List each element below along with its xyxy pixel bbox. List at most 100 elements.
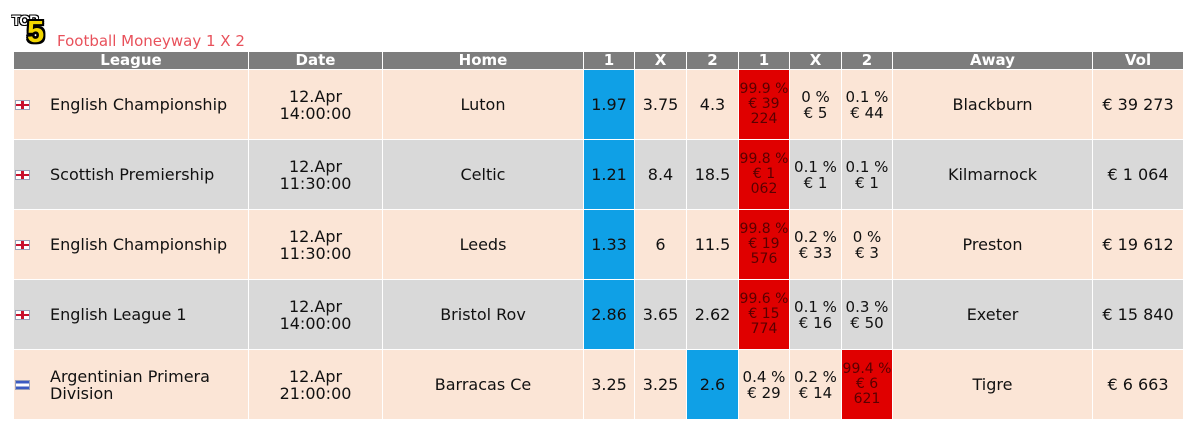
volume: € 1 064 — [1092, 139, 1184, 210]
away-team[interactable]: Tigre — [892, 349, 1093, 420]
share-amount: € 1 062 — [750, 166, 778, 197]
share-2: 0.1 % € 44 — [841, 69, 893, 140]
header-odds-2[interactable]: 2 — [686, 51, 739, 70]
home-team[interactable]: Celtic — [382, 139, 584, 210]
share-2: 99.4 % € 6 621 — [841, 349, 893, 420]
league-name: Argentinian Primera Division — [50, 366, 210, 403]
league-cell: Argentinian Primera Division — [13, 349, 249, 420]
home-team[interactable]: Luton — [382, 69, 584, 140]
share-percent: 0.1 % — [794, 157, 837, 176]
header-league[interactable]: League — [13, 51, 249, 70]
share-1: 99.8 % € 19 576 — [738, 209, 790, 280]
away-team[interactable]: Exeter — [892, 279, 1093, 350]
date-cell: 12.Apr 14:00:00 — [248, 279, 383, 350]
match-day: 12.Apr — [288, 226, 343, 246]
share-1: 0.4 % € 29 — [738, 349, 790, 420]
share-x: 0 % € 5 — [789, 69, 842, 140]
league-cell: English Championship — [13, 209, 249, 280]
match-day: 12.Apr — [288, 366, 343, 386]
share-amount: € 19 576 — [748, 236, 780, 267]
date-cell: 12.Apr 11:30:00 — [248, 209, 383, 280]
share-percent: 0.3 % — [845, 297, 889, 316]
match-time: 21:00:00 — [279, 383, 352, 403]
header-odds-1[interactable]: 1 — [583, 51, 635, 70]
odds-2[interactable]: 2.6 — [686, 349, 739, 420]
odds-1[interactable]: 1.21 — [583, 139, 635, 210]
argentina-flag-icon — [15, 379, 30, 390]
share-amount: € 39 224 — [748, 96, 780, 127]
volume: € 39 273 — [1092, 69, 1184, 140]
share-x: 0.1 % € 1 — [789, 139, 842, 210]
scotland-flag-icon — [15, 169, 30, 180]
league-cell: Scottish Premiership — [13, 139, 249, 210]
odds-2[interactable]: 2.62 — [686, 279, 739, 350]
date-cell: 12.Apr 21:00:00 — [248, 349, 383, 420]
table-row[interactable]: Scottish Premiership 12.Apr 11:30:00 Cel… — [13, 139, 1184, 210]
match-time: 14:00:00 — [279, 103, 352, 123]
table-row[interactable]: English Championship 12.Apr 14:00:00 Lut… — [13, 69, 1184, 140]
odds-1[interactable]: 1.97 — [583, 69, 635, 140]
volume: € 6 663 — [1092, 349, 1184, 420]
table-row[interactable]: English Championship 12.Apr 11:30:00 Lee… — [13, 209, 1184, 280]
volume: € 19 612 — [1092, 209, 1184, 280]
share-amount: € 14 — [798, 383, 833, 402]
share-percent: 0.1 % — [845, 157, 889, 176]
header-vol[interactable]: Vol — [1092, 51, 1184, 70]
league-name: English Championship — [50, 95, 228, 114]
match-time: 11:30:00 — [279, 243, 352, 263]
date-cell: 12.Apr 14:00:00 — [248, 69, 383, 140]
england-flag-icon — [15, 239, 30, 250]
header-share-x[interactable]: X — [789, 51, 842, 70]
match-time: 14:00:00 — [279, 313, 352, 333]
away-team[interactable]: Preston — [892, 209, 1093, 280]
share-amount: € 29 — [747, 383, 781, 402]
share-amount: € 1 — [803, 173, 828, 192]
share-percent: 99.4 % — [842, 361, 892, 377]
odds-x[interactable]: 3.75 — [634, 69, 687, 140]
share-amount: € 50 — [850, 313, 884, 332]
share-amount: € 6 621 — [853, 376, 881, 407]
table-row[interactable]: Argentinian Primera Division 12.Apr 21:0… — [13, 349, 1184, 420]
logo-number: 5 — [27, 14, 45, 49]
header-date[interactable]: Date — [248, 51, 383, 70]
share-percent: 0 % — [801, 87, 830, 106]
header-away[interactable]: Away — [892, 51, 1093, 70]
share-percent: 0.2 % — [794, 227, 837, 246]
odds-x[interactable]: 3.25 — [634, 349, 687, 420]
home-team[interactable]: Bristol Rov — [382, 279, 584, 350]
header-share-2[interactable]: 2 — [841, 51, 893, 70]
odds-x[interactable]: 3.65 — [634, 279, 687, 350]
share-percent: 0.2 % — [794, 367, 837, 386]
share-percent: 99.8 % — [739, 151, 789, 167]
away-team[interactable]: Kilmarnock — [892, 139, 1093, 210]
share-amount: € 44 — [850, 103, 884, 122]
odds-x[interactable]: 8.4 — [634, 139, 687, 210]
header-home[interactable]: Home — [382, 51, 584, 70]
home-team[interactable]: Barracas Ce — [382, 349, 584, 420]
odds-x[interactable]: 6 — [634, 209, 687, 280]
header-odds-x[interactable]: X — [634, 51, 687, 70]
share-percent: 0 % — [852, 227, 882, 246]
share-1: 99.8 % € 1 062 — [738, 139, 790, 210]
share-percent: 99.9 % — [739, 81, 789, 97]
odds-1[interactable]: 3.25 — [583, 349, 635, 420]
away-team[interactable]: Blackburn — [892, 69, 1093, 140]
england-flag-icon — [15, 309, 30, 320]
home-team[interactable]: Leeds — [382, 209, 584, 280]
league-name: Scottish Premiership — [50, 165, 215, 184]
top5-logo[interactable]: TOP 5 — [12, 12, 58, 50]
share-2: 0 % € 3 — [841, 209, 893, 280]
match-day: 12.Apr — [288, 156, 343, 176]
share-2: 0.1 % € 1 — [841, 139, 893, 210]
odds-2[interactable]: 11.5 — [686, 209, 739, 280]
odds-2[interactable]: 4.3 — [686, 69, 739, 140]
share-x: 0.1 % € 16 — [789, 279, 842, 350]
odds-2[interactable]: 18.5 — [686, 139, 739, 210]
header-share-1[interactable]: 1 — [738, 51, 790, 70]
table-row[interactable]: English League 1 12.Apr 14:00:00 Bristol… — [13, 279, 1184, 350]
logo-top-text: TOP — [12, 12, 39, 28]
share-1: 99.6 % € 15 774 — [738, 279, 790, 350]
odds-1[interactable]: 2.86 — [583, 279, 635, 350]
odds-1[interactable]: 1.33 — [583, 209, 635, 280]
